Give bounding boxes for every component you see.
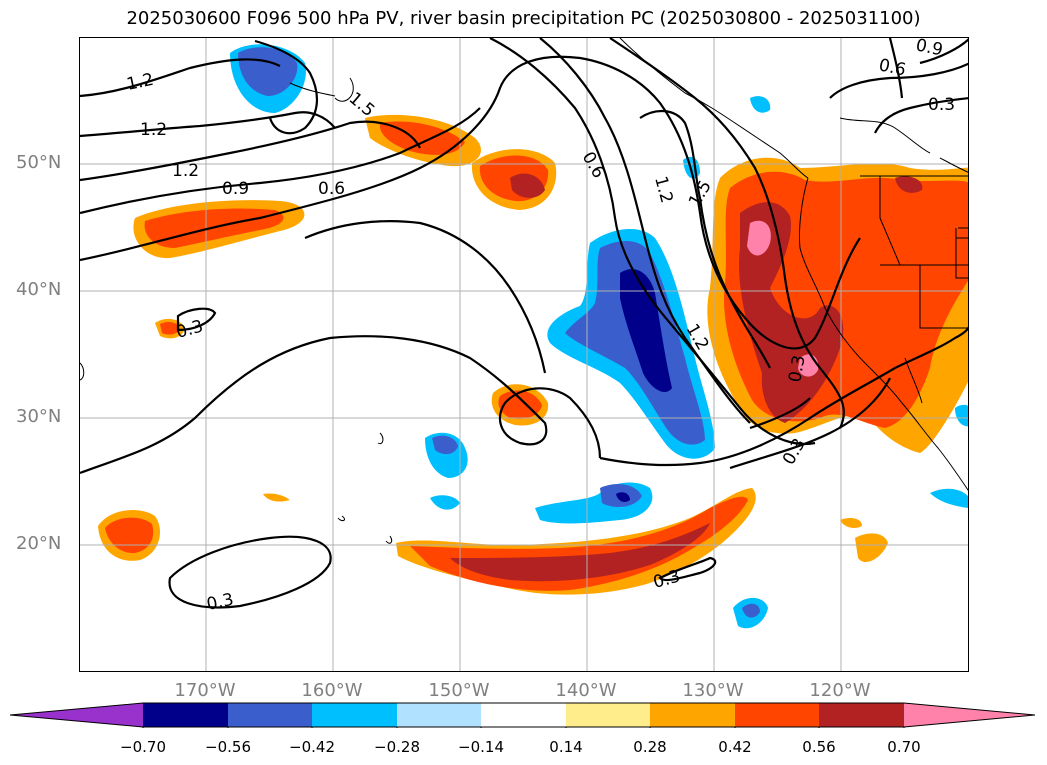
colorbar-extend-low xyxy=(10,703,143,727)
map-canvas: 1.2 1.2 1.2 0.9 0.6 1.5 0.6 1.2 1.5 1.2 … xyxy=(80,38,968,671)
lon-label-160w: 160°W xyxy=(301,680,363,701)
colorbar-segment xyxy=(228,703,312,727)
pv-contour-0.6 xyxy=(80,55,861,350)
graticule xyxy=(80,38,968,671)
lon-label-140w: 140°W xyxy=(555,680,617,701)
contour-label: 1.2 xyxy=(125,70,156,95)
contour-label: 0.6 xyxy=(318,179,345,199)
contour-label: 1.5 xyxy=(685,177,716,210)
colorbar-segment xyxy=(481,703,566,727)
colorbar-tick: −0.70 xyxy=(120,738,166,756)
contour-label: 1.2 xyxy=(140,120,167,140)
colorbar-segment xyxy=(312,703,397,727)
lat-label-30n: 30°N xyxy=(16,406,62,427)
contour-label: 0.6 xyxy=(877,55,908,80)
colorbar-segment xyxy=(566,703,650,727)
colorbar-tick: 0.70 xyxy=(887,738,921,756)
precip-negative-shading xyxy=(230,44,968,629)
colorbar-tick: 0.56 xyxy=(802,738,836,756)
colorbar-segment xyxy=(735,703,819,727)
colorbar-extend-high xyxy=(904,703,1035,727)
precip-trough-core xyxy=(620,269,672,393)
colorbar-segment xyxy=(819,703,904,727)
pv-contour-0.9 xyxy=(80,107,481,215)
contour-label: 0.3 xyxy=(785,354,809,384)
colorbar-tick: 0.42 xyxy=(718,738,752,756)
colorbar-tick: 0.14 xyxy=(549,738,583,756)
contour-label: 1.2 xyxy=(650,174,676,205)
lon-label-150w: 150°W xyxy=(428,680,490,701)
colorbar-tick: −0.14 xyxy=(458,738,504,756)
lon-label-120w: 120°W xyxy=(809,680,871,701)
colorbar-tick: −0.28 xyxy=(374,738,420,756)
map-title: 2025030600 F096 500 hPa PV, river basin … xyxy=(126,8,921,29)
lat-label-50n: 50°N xyxy=(16,152,62,173)
colorbar-tick: −0.42 xyxy=(289,738,335,756)
pv-contour-1.2-north xyxy=(80,58,281,98)
colorbar-segment xyxy=(650,703,735,727)
contour-label: 0.3 xyxy=(928,95,955,115)
contour-label: 0.6 xyxy=(578,149,609,182)
contour-label: 1.2 xyxy=(172,161,199,181)
colorbar xyxy=(10,702,1036,728)
contour-label: 0.9 xyxy=(914,38,945,61)
colorbar-segment xyxy=(397,703,481,727)
lon-label-170w: 170°W xyxy=(174,680,236,701)
map-panel: 1.2 1.2 1.2 0.9 0.6 1.5 0.6 1.2 1.5 1.2 … xyxy=(79,37,969,672)
contour-label: 0.9 xyxy=(222,179,249,199)
colorbar-tick: 0.28 xyxy=(633,738,667,756)
colorbar-tick: −0.56 xyxy=(205,738,251,756)
colorbar-segment xyxy=(143,703,228,727)
pv-contours xyxy=(80,38,968,609)
lat-label-20n: 20°N xyxy=(16,533,62,554)
pv-contour-0.3-south xyxy=(80,335,602,475)
contour-label: 1.5 xyxy=(345,89,379,122)
contour-label: 0.3 xyxy=(205,590,236,615)
lon-label-130w: 130°W xyxy=(682,680,744,701)
lat-label-40n: 40°N xyxy=(16,279,62,300)
